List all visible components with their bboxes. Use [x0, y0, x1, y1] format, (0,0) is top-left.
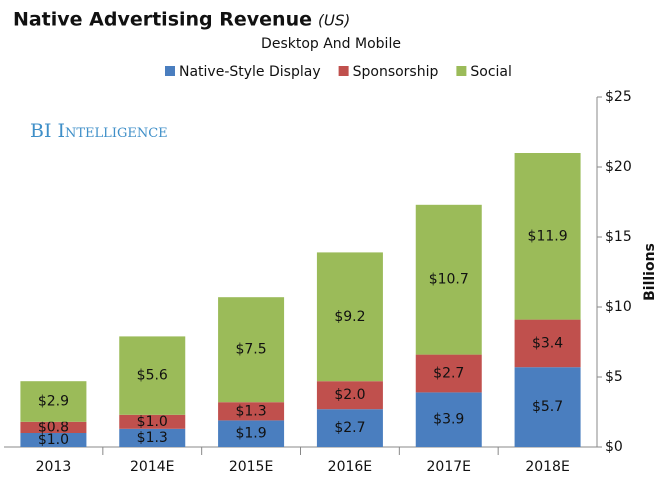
bar-segment: [20, 381, 87, 422]
chart-subtitle: Desktop And Mobile: [261, 36, 401, 52]
x-tick-label: 2016E: [328, 459, 372, 475]
legend-label: Sponsorship: [353, 64, 439, 80]
data-label: $9.2: [334, 309, 365, 325]
y-axis-label: Billions: [642, 243, 658, 301]
y-tick-label: $20: [605, 159, 632, 175]
data-label: $3.4: [532, 335, 563, 351]
x-tick-label: 2017E: [427, 459, 471, 475]
watermark: BI Intelligence: [30, 120, 168, 142]
bar-segment: [415, 204, 482, 355]
x-tick-label: 2013: [36, 459, 72, 475]
bar-segment: [316, 252, 383, 382]
x-tick-label: 2018E: [525, 459, 569, 475]
data-label: $1.0: [38, 432, 69, 448]
data-label: $10.7: [429, 272, 469, 288]
data-label: $2.9: [38, 394, 69, 410]
y-tick-label: $10: [605, 299, 632, 315]
bar-segment: [415, 354, 482, 393]
bar-segment: [20, 433, 87, 447]
y-tick-label: $0: [605, 439, 623, 455]
data-label: $2.0: [334, 387, 365, 403]
chart-title: Native Advertising Revenue: [13, 9, 312, 31]
bar-segment: [119, 414, 186, 429]
y-tick-label: $15: [605, 229, 632, 245]
bar-segment: [218, 297, 285, 403]
bar-segment: [514, 367, 581, 447]
data-label: $2.7: [334, 420, 365, 436]
data-label: $1.3: [137, 430, 168, 446]
bar-segment: [316, 381, 383, 410]
y-tick-label: $25: [605, 89, 632, 105]
chart-title-suffix: (US): [318, 12, 350, 30]
data-label: $5.7: [532, 399, 563, 415]
y-tick-label: $5: [605, 369, 623, 385]
data-label: $1.0: [137, 414, 168, 430]
x-tick-label: 2014E: [130, 459, 174, 475]
bar-segment: [415, 392, 482, 447]
bar-segment: [316, 409, 383, 447]
data-label: $11.9: [528, 228, 568, 244]
bar-segment: [119, 428, 186, 447]
x-tick-label: 2015E: [229, 459, 273, 475]
bar-segment: [218, 402, 285, 421]
bar-segment: [514, 153, 581, 320]
data-label: $7.5: [235, 342, 266, 358]
data-label: $3.9: [433, 412, 464, 428]
bar-segment: [20, 421, 87, 433]
legend-label: Social: [470, 64, 512, 80]
legend-swatch: [456, 66, 467, 76]
legend-label: Native-Style Display: [179, 64, 321, 80]
data-label: $1.3: [235, 403, 266, 419]
bar-segment: [218, 420, 285, 447]
data-label: $2.7: [433, 366, 464, 382]
bar-segment: [514, 319, 581, 368]
data-label: $5.6: [137, 368, 168, 384]
legend-swatch: [165, 66, 175, 76]
bar-segment: [119, 336, 186, 415]
legend-swatch: [338, 66, 349, 76]
data-label: $0.8: [38, 419, 69, 435]
data-label: $1.9: [235, 426, 266, 442]
